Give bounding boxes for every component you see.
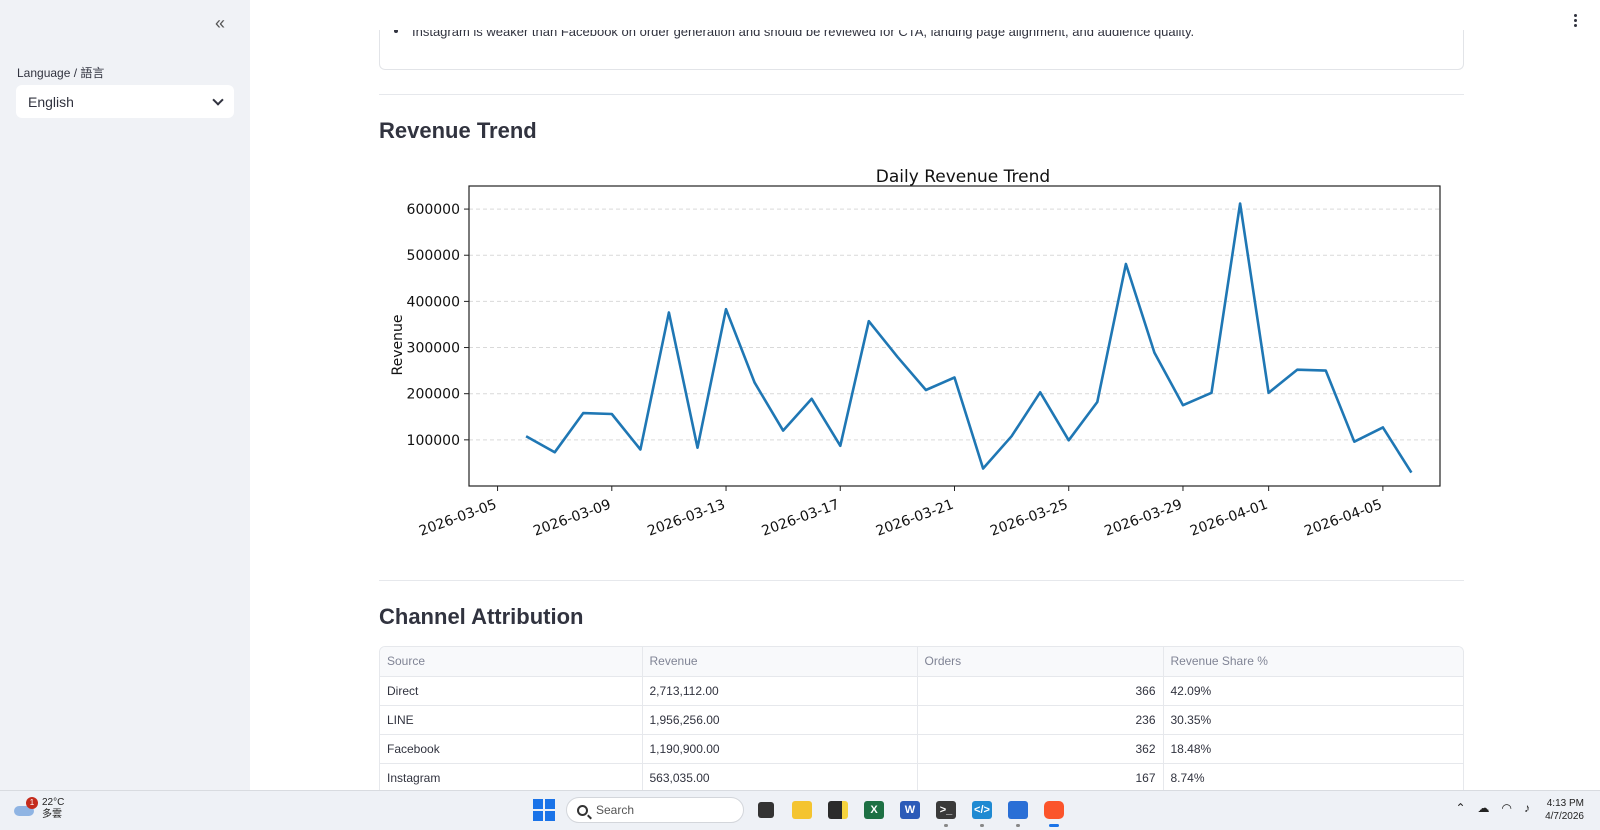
- brave-lion-icon: [1044, 801, 1064, 819]
- taskbar-clock[interactable]: 4:13 PM 4/7/2026: [1545, 797, 1584, 823]
- table-row: Facebook 1,190,900.00 362 18.48%: [380, 734, 1463, 764]
- chevron-up-icon[interactable]: ⌃: [1455, 801, 1466, 815]
- x-tick-label: 2026-03-29: [1102, 497, 1184, 540]
- y-tick-label: 500000: [407, 248, 460, 264]
- y-tick-label: 200000: [407, 387, 460, 403]
- divider: [379, 580, 1464, 581]
- cloud-icon: 1: [14, 797, 38, 817]
- vscode-button[interactable]: </>: [968, 796, 996, 827]
- task-view-icon: [758, 802, 774, 818]
- cell-revenue: 563,035.00: [642, 763, 918, 790]
- divider: [379, 94, 1464, 95]
- file-explorer-button[interactable]: [788, 796, 816, 824]
- x-tick-label: 2026-03-17: [760, 497, 842, 540]
- x-tick-label: 2026-03-09: [531, 497, 613, 540]
- excel-icon: X: [864, 801, 884, 819]
- insight-text: Instagram is weaker than Facebook on ord…: [412, 30, 1195, 39]
- sidebar: « Language / 語言 English: [0, 0, 250, 790]
- insight-box: Instagram is weaker than Facebook on ord…: [379, 30, 1464, 70]
- clock-date: 4/7/2026: [1545, 811, 1584, 822]
- bullet-icon: [394, 30, 398, 33]
- cell-revenue: 1,190,900.00: [642, 734, 918, 764]
- column-header-orders[interactable]: Orders: [917, 647, 1164, 677]
- cell-revenue: 2,713,112.00: [642, 676, 918, 706]
- table-row: Instagram 563,035.00 167 8.74%: [380, 763, 1463, 790]
- terminal-button[interactable]: >_: [932, 796, 960, 827]
- chart-y-axis-label: Revenue: [390, 315, 406, 376]
- x-tick-label: 2026-04-01: [1188, 497, 1270, 540]
- cell-source: LINE: [380, 705, 643, 735]
- column-header-source[interactable]: Source: [380, 647, 643, 677]
- x-tick-label: 2026-03-25: [988, 497, 1070, 540]
- cell-orders: 366: [917, 676, 1164, 706]
- cell-share: 18.48%: [1163, 734, 1463, 764]
- y-tick-label: 300000: [407, 341, 460, 357]
- brave-browser-button[interactable]: [1040, 796, 1068, 827]
- store-icon: [1008, 801, 1028, 819]
- channel-attribution-title: Channel Attribution: [379, 604, 584, 629]
- task-view-button[interactable]: [752, 796, 780, 824]
- word-button[interactable]: W: [896, 796, 924, 824]
- revenue-chart: Daily Revenue Trend Revenue 100000 200000…: [379, 160, 1464, 560]
- search-icon: [577, 804, 588, 816]
- collapse-sidebar-button[interactable]: «: [214, 13, 225, 33]
- y-tick-label: 100000: [407, 433, 460, 449]
- vscode-icon: </>: [972, 801, 992, 819]
- column-header-revenue[interactable]: Revenue: [642, 647, 918, 677]
- weather-widget[interactable]: 1 22°C 多雲: [14, 797, 64, 821]
- column-header-revenue-share[interactable]: Revenue Share %: [1163, 647, 1463, 677]
- revenue-chart-svg: Daily Revenue Trend Revenue 100000 200000…: [390, 167, 1441, 540]
- chevron-down-icon: [212, 93, 224, 106]
- excel-button[interactable]: X: [860, 796, 888, 824]
- taskbar-search[interactable]: Search: [566, 797, 744, 823]
- x-tick-label: 2026-04-05: [1302, 497, 1384, 540]
- chart-title: Daily Revenue Trend: [876, 167, 1050, 187]
- clock-time: 4:13 PM: [1546, 798, 1584, 809]
- language-label: Language / 語言: [17, 66, 105, 80]
- revenue-trend-title: Revenue Trend: [379, 118, 537, 143]
- volume-muted-icon[interactable]: ♪: [1524, 801, 1530, 815]
- y-tick-label: 400000: [407, 294, 460, 310]
- cell-source: Instagram: [380, 763, 643, 790]
- terminal-icon: >_: [936, 801, 956, 819]
- cell-share: 42.09%: [1163, 676, 1463, 706]
- weather-temperature: 22°C: [42, 797, 65, 808]
- weather-description: 多雲: [42, 809, 62, 820]
- cell-share: 30.35%: [1163, 705, 1463, 735]
- cell-orders: 236: [917, 705, 1164, 735]
- cloud-off-icon[interactable]: ☁: [1477, 801, 1490, 815]
- word-icon: W: [900, 801, 920, 819]
- language-select[interactable]: English: [16, 85, 234, 118]
- table-row: Direct 2,713,112.00 366 42.09%: [380, 676, 1463, 706]
- taskbar: 1 22°C 多雲 Search X W >_ </> ⌃ ☁ ◠ ♪ 4:13…: [0, 790, 1600, 830]
- x-tick-label: 2026-03-13: [645, 497, 727, 540]
- sticky-notes-icon: [828, 801, 848, 819]
- cell-orders: 167: [917, 763, 1164, 790]
- windows-logo-icon: [533, 799, 555, 821]
- x-tick-label: 2026-03-05: [417, 497, 499, 540]
- cell-share: 8.74%: [1163, 763, 1463, 790]
- store-button[interactable]: [1004, 796, 1032, 827]
- table-row: LINE 1,956,256.00 236 30.35%: [380, 705, 1463, 735]
- wifi-icon[interactable]: ◠: [1501, 801, 1512, 815]
- start-button[interactable]: [530, 796, 558, 824]
- notification-badge: 1: [26, 797, 38, 809]
- cell-revenue: 1,956,256.00: [642, 705, 918, 735]
- cell-source: Direct: [380, 676, 643, 706]
- plot-frame: [468, 185, 1441, 487]
- cell-source: Facebook: [380, 734, 643, 764]
- folder-icon: [792, 801, 812, 819]
- x-tick-label: 2026-03-21: [874, 497, 956, 540]
- search-placeholder: Search: [596, 803, 635, 817]
- y-tick-label: 600000: [407, 202, 460, 218]
- main-menu-button[interactable]: [1572, 14, 1578, 27]
- language-select-value: English: [28, 93, 74, 110]
- cell-orders: 362: [917, 734, 1164, 764]
- revenue-series-line: [525, 202, 1413, 474]
- channel-table: Source Revenue Orders Revenue Share % Di…: [379, 646, 1464, 790]
- sticky-notes-button[interactable]: [824, 796, 852, 824]
